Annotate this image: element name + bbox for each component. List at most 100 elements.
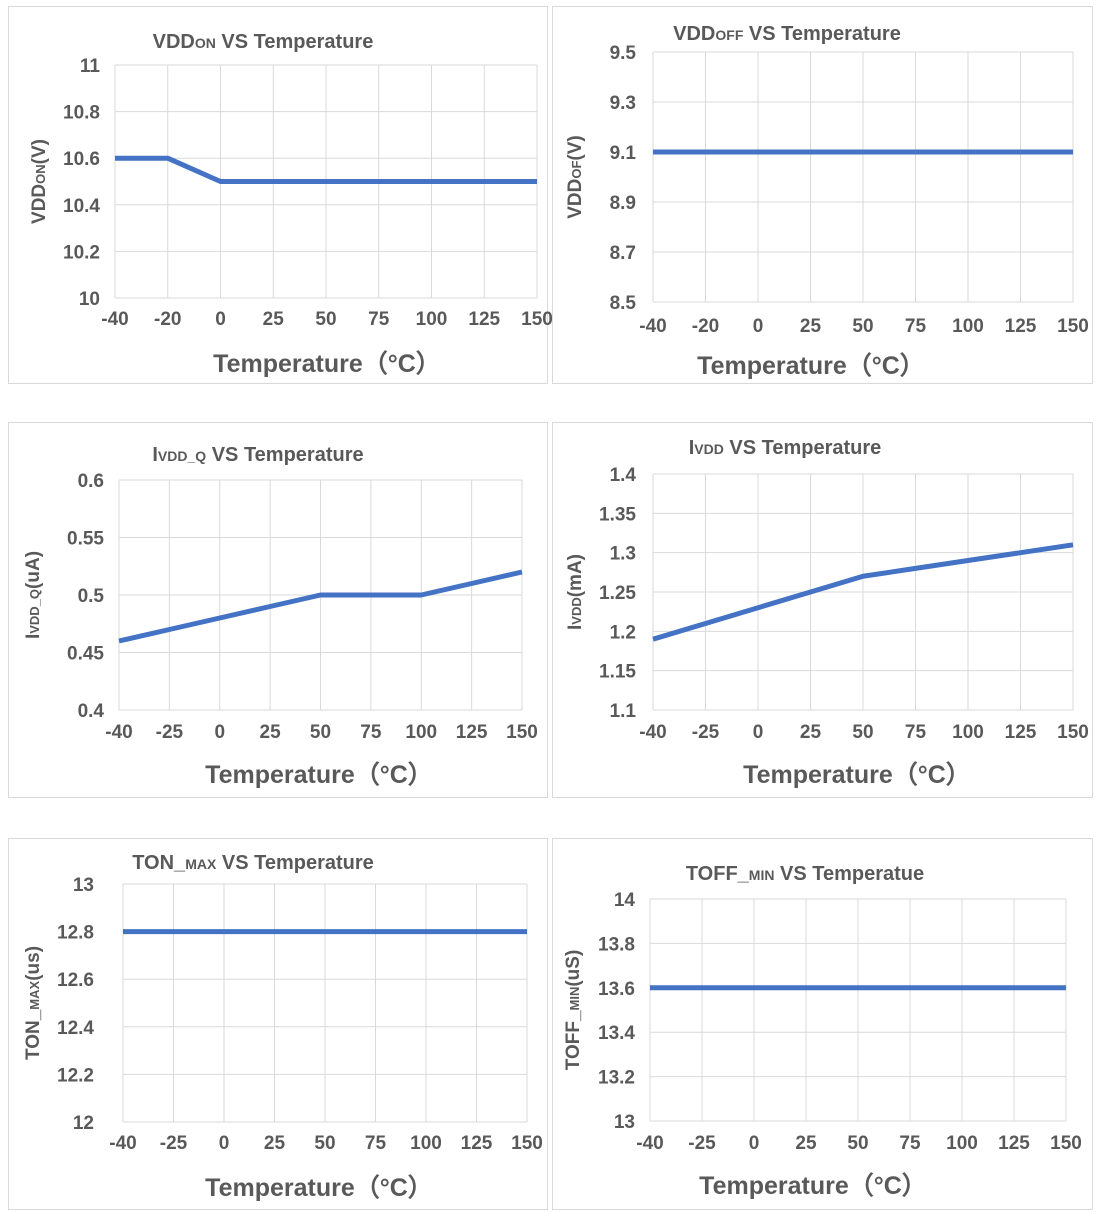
x-tick-label: 25 bbox=[795, 1133, 817, 1154]
x-tick-label: -40 bbox=[639, 316, 666, 337]
chart-svg: 12 12.2 12.4 12.6 12.8 13 -40 -25 0 25 50 75 100 125 1… bbox=[23, 852, 543, 1202]
chart-svg: 8.5 8.7 8.9 9.1 9.3 9.5 -40 -20 0 25 50 75 100 125 150… bbox=[565, 23, 1089, 380]
x-axis-label: Temperature（°C） bbox=[697, 351, 925, 380]
x-tick-label: 50 bbox=[310, 722, 331, 743]
x-tick-label: 125 bbox=[1005, 316, 1037, 337]
x-tick-label: 25 bbox=[260, 722, 282, 743]
x-tick-label: 0 bbox=[753, 316, 764, 337]
chart-title: VDDOFF VS Temperature bbox=[673, 23, 901, 45]
chart-svg: 1.1 1.15 1.2 1.25 1.3 1.35 1.4 -40 -25 0 25 50 75 100… bbox=[565, 437, 1089, 789]
y-tick-label: 1.1 bbox=[610, 701, 637, 722]
x-tick-label: -25 bbox=[692, 722, 720, 743]
x-tick-label: 50 bbox=[314, 1133, 335, 1154]
y-tick-label: 14 bbox=[614, 890, 636, 911]
chart-title: TOFF_MIN VS Temperatue bbox=[686, 863, 924, 885]
x-tick-label: -25 bbox=[688, 1133, 716, 1154]
chart-svg: 13 13.2 13.4 13.6 13.8 14 -40 -25 0 25 50 75 100 125 1… bbox=[563, 863, 1082, 1200]
x-tick-label: 100 bbox=[952, 722, 984, 743]
y-tick-label: 13 bbox=[73, 875, 94, 896]
x-tick-label: 150 bbox=[1057, 316, 1089, 337]
y-tick-label: 12.6 bbox=[57, 970, 94, 991]
chart-title: IVDD_Q VS Temperature bbox=[152, 444, 363, 466]
y-tick-label: 0.5 bbox=[78, 586, 105, 607]
x-tick-label: 125 bbox=[456, 722, 488, 743]
x-tick-label: 25 bbox=[263, 309, 285, 330]
plot-grid bbox=[652, 473, 1074, 711]
y-tick-label: 1.25 bbox=[599, 583, 636, 604]
y-tick-label: 8.7 bbox=[610, 243, 636, 264]
x-tick-label: 50 bbox=[315, 309, 336, 330]
y-tick-label: 0.4 bbox=[78, 701, 105, 722]
y-tick-label: 10.2 bbox=[63, 242, 100, 263]
chart-svg: 10 10.2 10.4 10.6 10.8 11 -40 -20 0 25 50 75 100 125 1… bbox=[29, 31, 553, 378]
y-tick-label: 0.45 bbox=[67, 644, 104, 665]
y-tick-label: 13.2 bbox=[598, 1068, 635, 1089]
series-line bbox=[115, 155, 537, 184]
x-tick-label: 150 bbox=[511, 1133, 543, 1154]
x-tick-label: 50 bbox=[847, 1133, 868, 1154]
y-tick-label: 1.35 bbox=[599, 504, 636, 525]
chart-panel-vddon: 10 10.2 10.4 10.6 10.8 11 -40 -20 0 25 50 75 100 125 1… bbox=[8, 6, 553, 384]
x-tick-label: 75 bbox=[905, 722, 927, 743]
x-tick-label: 150 bbox=[1057, 722, 1089, 743]
y-tick-label: 9.5 bbox=[610, 43, 637, 64]
plot-grid bbox=[649, 898, 1067, 1122]
x-tick-label: 125 bbox=[998, 1133, 1030, 1154]
x-tick-label: 100 bbox=[405, 722, 437, 743]
chart-panel-vddoff: 8.5 8.7 8.9 9.1 9.3 9.5 -40 -20 0 25 50 75 100 125 150… bbox=[552, 6, 1093, 384]
x-tick-label: -40 bbox=[639, 722, 666, 743]
x-tick-label: 0 bbox=[215, 309, 226, 330]
y-tick-label: 10.8 bbox=[63, 103, 100, 124]
x-tick-label: 0 bbox=[753, 722, 764, 743]
x-tick-label: -25 bbox=[156, 722, 184, 743]
y-axis-label: TOFF_MIN(uS) bbox=[563, 950, 584, 1071]
plot-grid bbox=[122, 883, 528, 1123]
series-line bbox=[652, 542, 1074, 642]
x-tick-label: 50 bbox=[852, 722, 873, 743]
x-tick-label: 0 bbox=[749, 1133, 760, 1154]
x-axis-label: Temperature（°C） bbox=[213, 349, 441, 378]
x-tick-label: 100 bbox=[946, 1133, 978, 1154]
y-axis-label: TON_MAX(us) bbox=[23, 946, 44, 1060]
y-axis-label: IVDD_Q(uA) bbox=[23, 551, 44, 639]
chart-title: VDDON VS Temperature bbox=[153, 31, 374, 53]
x-tick-label: 150 bbox=[521, 309, 553, 330]
x-tick-label: 25 bbox=[800, 316, 822, 337]
chart-title: IVDD VS Temperature bbox=[689, 437, 882, 459]
x-tick-label: 100 bbox=[952, 316, 984, 337]
y-tick-label: 1.4 bbox=[610, 465, 637, 486]
x-tick-label: -40 bbox=[636, 1133, 663, 1154]
y-tick-label: 1.15 bbox=[599, 662, 636, 683]
chart-svg: 0.4 0.45 0.5 0.55 0.6 -40 -25 0 25 50 75 100 125 150 I… bbox=[23, 444, 538, 789]
x-tick-label: 100 bbox=[416, 309, 448, 330]
x-tick-label: -20 bbox=[692, 316, 719, 337]
x-tick-label: 125 bbox=[461, 1133, 493, 1154]
x-tick-label: -25 bbox=[160, 1133, 188, 1154]
x-tick-label: 125 bbox=[1005, 722, 1037, 743]
plot-grid bbox=[118, 479, 523, 711]
y-tick-label: 13.8 bbox=[598, 934, 635, 955]
x-axis-label: Temperature（°C） bbox=[699, 1171, 927, 1200]
x-tick-label: -40 bbox=[109, 1133, 136, 1154]
chart-panel-toff-min: 13 13.2 13.4 13.6 13.8 14 -40 -25 0 25 50 75 100 125 1… bbox=[552, 838, 1093, 1210]
chart-panel-ton-max: 12 12.2 12.4 12.6 12.8 13 -40 -25 0 25 50 75 100 125 1… bbox=[8, 838, 548, 1210]
x-axis-label: Temperature（°C） bbox=[205, 760, 433, 789]
x-tick-label: 75 bbox=[368, 309, 390, 330]
y-tick-label: 8.9 bbox=[610, 193, 636, 214]
x-tick-label: 75 bbox=[360, 722, 382, 743]
x-tick-label: 50 bbox=[852, 316, 873, 337]
x-axis-label: Temperature（°C） bbox=[743, 760, 971, 789]
series-line bbox=[118, 569, 523, 644]
chart-panel-ivdd-q: 0.4 0.45 0.5 0.55 0.6 -40 -25 0 25 50 75 100 125 150 I… bbox=[8, 422, 548, 798]
y-tick-label: 1.3 bbox=[610, 544, 636, 565]
y-tick-label: 10.6 bbox=[63, 149, 100, 170]
chart-title: TON_MAX VS Temperature bbox=[132, 852, 374, 874]
x-tick-label: 0 bbox=[219, 1133, 230, 1154]
x-tick-label: 0 bbox=[214, 722, 225, 743]
y-tick-label: 9.1 bbox=[610, 143, 637, 164]
x-tick-label: 150 bbox=[1050, 1133, 1082, 1154]
y-tick-label: 9.3 bbox=[610, 93, 636, 114]
x-tick-label: 75 bbox=[899, 1133, 921, 1154]
x-tick-label: 150 bbox=[506, 722, 538, 743]
x-tick-label: -20 bbox=[154, 309, 181, 330]
